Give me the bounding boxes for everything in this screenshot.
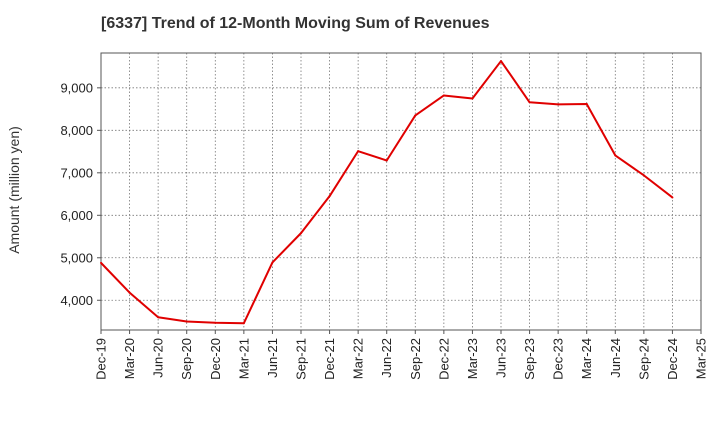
y-tick-label: 6,000 bbox=[60, 208, 93, 223]
data-point bbox=[214, 321, 217, 324]
y-axis-ticks: 4,000 5,000 6,000 7,000 8,000 9,000 bbox=[60, 80, 101, 308]
data-point bbox=[642, 174, 645, 177]
data-point bbox=[614, 154, 617, 157]
data-point bbox=[328, 195, 331, 198]
data-point bbox=[100, 261, 102, 264]
data-point bbox=[185, 320, 188, 323]
chart-title: [6337] Trend of 12-Month Moving Sum of R… bbox=[101, 15, 490, 32]
x-tick-label: Dec-23 bbox=[551, 338, 566, 380]
series-points bbox=[100, 60, 674, 325]
data-point bbox=[414, 114, 417, 117]
y-tick-label: 7,000 bbox=[60, 165, 93, 180]
data-point bbox=[557, 103, 560, 106]
x-axis-ticks: Dec-19 Mar-20 Jun-20 Sep-20 Dec-20 Mar-21 Jun-… bbox=[94, 330, 709, 380]
data-point bbox=[357, 150, 360, 153]
x-tick-label: Jun-23 bbox=[494, 338, 509, 378]
x-tick-label: Mar-25 bbox=[694, 338, 709, 379]
x-tick-label: Sep-21 bbox=[294, 338, 309, 380]
plot-frame bbox=[100, 52, 702, 331]
data-point bbox=[585, 102, 588, 105]
data-point bbox=[671, 196, 674, 199]
data-point bbox=[500, 60, 502, 63]
x-tick-label: Mar-23 bbox=[465, 338, 480, 379]
x-tick-label: Dec-20 bbox=[208, 338, 223, 380]
x-tick-label: Jun-24 bbox=[608, 338, 623, 378]
x-tick-label: Mar-20 bbox=[122, 338, 137, 379]
data-point bbox=[271, 261, 274, 264]
grid-lines bbox=[100, 53, 702, 330]
data-point bbox=[385, 159, 388, 162]
data-point bbox=[442, 94, 445, 97]
x-tick-label: Mar-21 bbox=[236, 338, 251, 379]
data-point bbox=[471, 97, 474, 100]
x-tick-label: Sep-23 bbox=[522, 338, 537, 380]
x-tick-label: Sep-24 bbox=[636, 338, 651, 380]
x-tick-label: Sep-22 bbox=[408, 338, 423, 380]
x-tick-label: Jun-22 bbox=[379, 338, 394, 378]
x-tick-label: Dec-22 bbox=[436, 338, 451, 380]
data-point bbox=[300, 232, 302, 235]
x-tick-label: Jun-21 bbox=[265, 338, 280, 378]
y-tick-label: 4,000 bbox=[60, 293, 93, 308]
x-tick-label: Dec-21 bbox=[322, 338, 337, 380]
data-point bbox=[128, 291, 131, 294]
y-tick-label: 9,000 bbox=[60, 80, 93, 95]
x-tick-label: Dec-19 bbox=[94, 338, 109, 380]
data-point bbox=[242, 322, 245, 325]
x-tick-label: Jun-20 bbox=[151, 338, 166, 378]
y-tick-label: 8,000 bbox=[60, 123, 93, 138]
data-point bbox=[157, 316, 160, 319]
y-tick-label: 5,000 bbox=[60, 250, 93, 265]
data-point bbox=[528, 101, 531, 104]
x-tick-label: Sep-20 bbox=[179, 338, 194, 380]
x-tick-label: Mar-24 bbox=[579, 338, 594, 379]
series-line bbox=[100, 60, 674, 325]
x-tick-label: Dec-24 bbox=[665, 338, 680, 380]
x-tick-label: Mar-22 bbox=[351, 338, 366, 379]
